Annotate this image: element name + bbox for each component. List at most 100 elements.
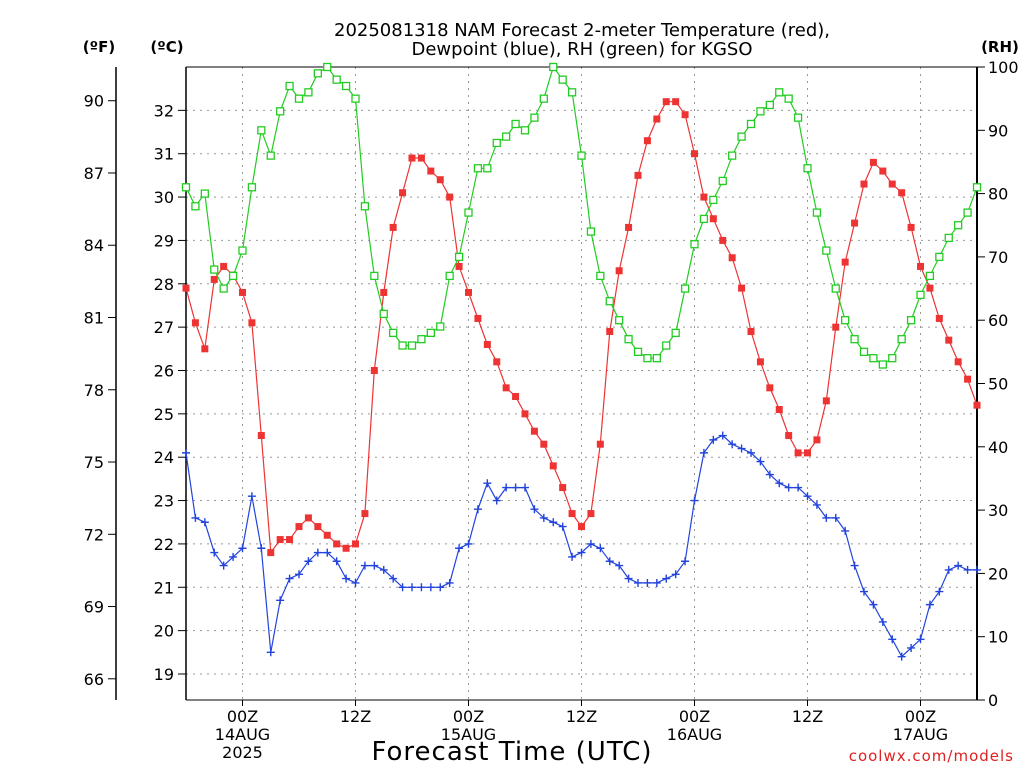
dewpoint-point	[916, 635, 925, 644]
x-tick-label: 15AUG	[441, 725, 496, 744]
dewpoint-point	[266, 648, 275, 657]
dewpoint-point	[539, 513, 548, 522]
dewpoint-point	[210, 548, 219, 557]
temperature-point	[191, 319, 199, 327]
rh-point	[963, 208, 972, 217]
rh-point	[304, 88, 313, 97]
rh-point	[690, 240, 699, 249]
dewpoint-point	[502, 483, 511, 492]
temperature-point	[691, 150, 698, 158]
temperature-point	[973, 401, 981, 409]
dewpoint-point	[426, 583, 435, 592]
dewpoint-point	[690, 496, 699, 505]
rh-point	[812, 208, 822, 217]
dewpoint-point	[521, 483, 529, 492]
celsius-tick-label: 27	[154, 318, 174, 337]
temperature-point	[257, 432, 265, 440]
axes	[108, 66, 985, 706]
rh-point	[341, 81, 351, 91]
temperature-point	[286, 536, 294, 544]
dewpoint-point	[577, 548, 586, 557]
temperature-point	[380, 288, 388, 296]
rh-point	[671, 328, 680, 338]
dewpoint-point	[709, 435, 718, 444]
fahrenheit-tick-label: 75	[84, 453, 104, 472]
dewpoint-point	[473, 505, 482, 514]
fahrenheit-unit-label: (ºF)	[83, 38, 115, 56]
chart-title-line2: Dewpoint (blue), RH (green) for KGSO	[411, 39, 752, 60]
temperature-point	[540, 440, 548, 448]
rh-point	[972, 183, 982, 192]
rh-point	[906, 316, 916, 325]
rh-point	[436, 322, 445, 331]
temperature-point	[323, 531, 331, 539]
rh-point	[191, 202, 200, 211]
rh-point	[793, 113, 803, 122]
rh-point	[746, 119, 756, 129]
rh-point	[549, 62, 558, 72]
rh-unit-label: (RH)	[981, 38, 1019, 56]
temperature-point	[474, 314, 482, 322]
dewpoint-point	[379, 565, 388, 574]
temperature-point	[248, 319, 256, 327]
temperature-point	[879, 167, 887, 175]
dewpoint-point	[455, 544, 464, 553]
temperature-point	[568, 510, 576, 518]
dewpoint-point	[803, 492, 812, 501]
dewpoint-point	[596, 544, 605, 553]
temperature-point	[596, 440, 604, 448]
temperature-point	[625, 223, 633, 231]
temperature-point	[747, 327, 755, 335]
rh-point	[831, 284, 840, 293]
rh-tick-label: 30	[988, 501, 1008, 520]
rh-tick-label: 40	[988, 438, 1008, 457]
dewpoint-point	[417, 583, 426, 592]
celsius-tick-label: 23	[154, 492, 174, 511]
dewpoint-point	[351, 578, 360, 587]
fahrenheit-tick-label: 78	[84, 381, 104, 400]
rh-point	[586, 227, 596, 236]
dewpoint-point	[229, 552, 238, 561]
celsius-tick-label: 29	[154, 231, 174, 250]
dewpoint-point	[605, 557, 614, 566]
temperature-point	[210, 275, 218, 283]
dewpoint-point	[408, 583, 416, 592]
celsius-tick-label: 32	[154, 101, 174, 120]
dewpoint-point	[878, 617, 887, 626]
dewpoint-point	[624, 574, 633, 583]
dewpoint-point	[860, 587, 868, 596]
rh-point	[247, 183, 257, 192]
temperature-point	[643, 137, 651, 145]
dewpoint-point	[869, 600, 878, 609]
dewpoint-point	[313, 548, 322, 557]
rh-point	[417, 335, 426, 344]
rh-tick-label: 100	[988, 58, 1019, 77]
series-rh	[181, 62, 982, 369]
rh-point	[633, 347, 643, 357]
rh-point	[294, 94, 304, 103]
celsius-tick-label: 30	[154, 188, 174, 207]
temperature-point	[521, 410, 529, 418]
rh-point	[784, 94, 793, 103]
fahrenheit-tick-label: 81	[84, 309, 104, 328]
rh-point	[737, 132, 746, 141]
rh-point	[699, 214, 709, 224]
temperature-point	[851, 219, 859, 227]
temperature-point	[832, 323, 840, 331]
rh-point	[567, 88, 577, 97]
rh-point	[822, 246, 831, 255]
rh-point	[944, 233, 953, 243]
x-tick-label: 16AUG	[667, 725, 722, 744]
temperature-point	[578, 523, 585, 531]
dewpoint-point	[398, 583, 407, 592]
dewpoint-point	[850, 561, 859, 570]
dewpoint-point	[775, 479, 784, 488]
temperature-point	[945, 336, 953, 344]
rh-point	[530, 113, 539, 122]
temperature-point	[465, 288, 472, 296]
dewpoint-point	[191, 513, 200, 522]
dewpoint-point	[200, 518, 209, 527]
dewpoint-point	[615, 561, 624, 570]
fahrenheit-tick-label: 90	[84, 92, 104, 111]
temperature-point	[606, 327, 614, 335]
